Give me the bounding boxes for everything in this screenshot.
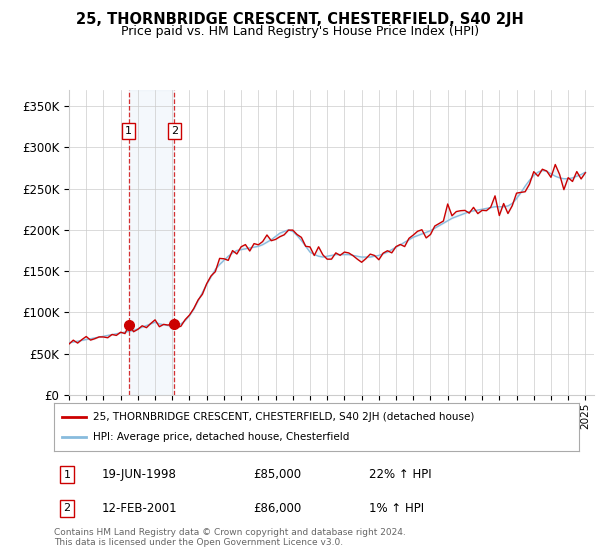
Text: 25, THORNBRIDGE CRESCENT, CHESTERFIELD, S40 2JH (detached house): 25, THORNBRIDGE CRESCENT, CHESTERFIELD, …: [94, 412, 475, 422]
Text: 1% ↑ HPI: 1% ↑ HPI: [369, 502, 424, 515]
Text: 1: 1: [125, 126, 132, 136]
Text: £86,000: £86,000: [254, 502, 302, 515]
Text: £85,000: £85,000: [254, 468, 302, 481]
Text: 22% ↑ HPI: 22% ↑ HPI: [369, 468, 431, 481]
Text: 25, THORNBRIDGE CRESCENT, CHESTERFIELD, S40 2JH: 25, THORNBRIDGE CRESCENT, CHESTERFIELD, …: [76, 12, 524, 27]
Text: Contains HM Land Registry data © Crown copyright and database right 2024.
This d: Contains HM Land Registry data © Crown c…: [54, 528, 406, 547]
Text: 1: 1: [64, 470, 71, 479]
Text: HPI: Average price, detached house, Chesterfield: HPI: Average price, detached house, Ches…: [94, 432, 350, 442]
Text: Price paid vs. HM Land Registry's House Price Index (HPI): Price paid vs. HM Land Registry's House …: [121, 25, 479, 38]
Bar: [128, 90, 175, 395]
Text: 2: 2: [171, 126, 178, 136]
Text: 12-FEB-2001: 12-FEB-2001: [101, 502, 177, 515]
Text: 19-JUN-1998: 19-JUN-1998: [101, 468, 176, 481]
Text: 2: 2: [64, 503, 71, 513]
